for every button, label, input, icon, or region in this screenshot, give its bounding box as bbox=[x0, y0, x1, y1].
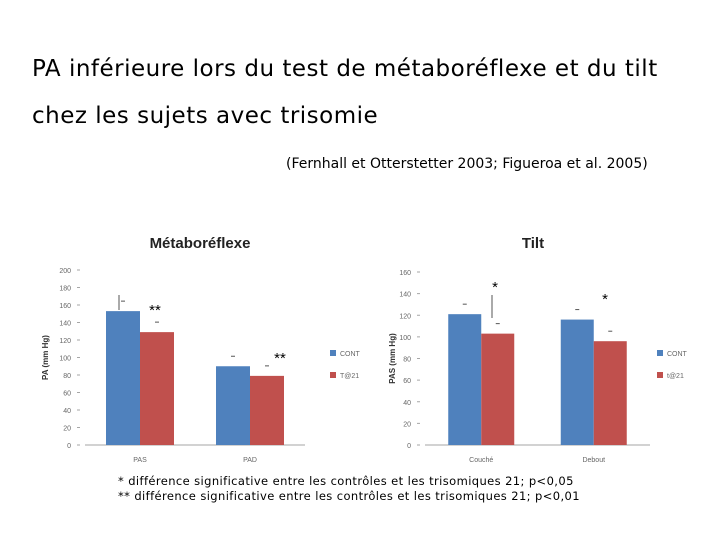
y-tick-label: 80 bbox=[403, 357, 411, 364]
y-axis-label: PAS (mm Hg) bbox=[388, 333, 397, 384]
y-tick-label: 140 bbox=[59, 321, 71, 328]
legend-swatch bbox=[330, 350, 336, 356]
y-tick-label: 100 bbox=[399, 335, 411, 342]
charts-container: Métaboréflexe PA (mm Hg) 0 20 40 60 80 100 120 14… bbox=[41, 235, 688, 464]
legend-label: T@21 bbox=[340, 373, 359, 380]
chart-title: Métaboréflexe bbox=[150, 235, 251, 252]
footnotes: * différence significative entre les con… bbox=[118, 474, 580, 504]
significance-marker: ** bbox=[274, 350, 286, 367]
legend-label: CONT bbox=[667, 351, 688, 358]
slide-title: PA inférieure lors du test de métaboréfl… bbox=[32, 56, 658, 129]
bar-cont-debout bbox=[560, 319, 594, 445]
bar-t21-pad bbox=[250, 375, 284, 445]
y-tick-label: 160 bbox=[59, 303, 71, 310]
legend-swatch bbox=[657, 350, 663, 356]
y-tick-label: 40 bbox=[403, 400, 411, 407]
x-tick-label: Debout bbox=[582, 457, 605, 464]
bar-t21-couch bbox=[481, 333, 515, 445]
bar-cont-couch bbox=[448, 314, 482, 445]
bar-cont-pad bbox=[216, 366, 250, 445]
y-tick-label: 20 bbox=[63, 426, 71, 433]
y-tick-label: 60 bbox=[403, 378, 411, 385]
y-axis-label: PA (mm Hg) bbox=[41, 335, 50, 380]
citation: (Fernhall et Otterstetter 2003; Figueroa… bbox=[286, 156, 648, 172]
y-tick-label: 80 bbox=[63, 373, 71, 380]
chart-metaboreflexe: Métaboréflexe PA (mm Hg) 0 20 40 60 80 100 120 14… bbox=[41, 235, 361, 464]
y-tick-label: 120 bbox=[399, 313, 411, 320]
x-tick-label: PAD bbox=[243, 457, 257, 464]
y-tick-label: 200 bbox=[59, 268, 71, 275]
bar-t21-debout bbox=[593, 341, 627, 445]
legend-swatch bbox=[330, 372, 336, 378]
legend-label: t@21 bbox=[667, 373, 684, 380]
x-tick-label: Couché bbox=[469, 457, 493, 464]
chart-title: Tilt bbox=[522, 235, 544, 252]
footnote-single-star: * différence significative entre les con… bbox=[118, 474, 574, 488]
significance-marker: * bbox=[492, 279, 498, 296]
y-tick-label: 40 bbox=[63, 408, 71, 415]
y-tick-label: 140 bbox=[399, 292, 411, 299]
legend-swatch bbox=[657, 372, 663, 378]
y-tick-label: 0 bbox=[67, 443, 71, 450]
significance-marker: * bbox=[602, 291, 608, 308]
significance-marker: ** bbox=[149, 302, 161, 319]
legend-label: CONT bbox=[340, 351, 361, 358]
y-tick-label: 120 bbox=[59, 338, 71, 345]
chart-tilt: Tilt PAS (mm Hg) 0 20 40 60 80 100 120 140 160 Couc… bbox=[388, 235, 688, 464]
y-tick-label: 60 bbox=[63, 391, 71, 398]
bar-cont-pas bbox=[106, 311, 140, 445]
y-tick-label: 20 bbox=[403, 421, 411, 428]
y-tick-label: 160 bbox=[399, 270, 411, 277]
y-tick-label: 100 bbox=[59, 356, 71, 363]
bar-t21-pas bbox=[140, 332, 174, 445]
footnote-double-star: ** différence significative entre les co… bbox=[118, 489, 580, 503]
y-tick-label: 180 bbox=[59, 286, 71, 293]
x-tick-label: PAS bbox=[133, 457, 147, 464]
y-tick-label: 0 bbox=[407, 443, 411, 450]
